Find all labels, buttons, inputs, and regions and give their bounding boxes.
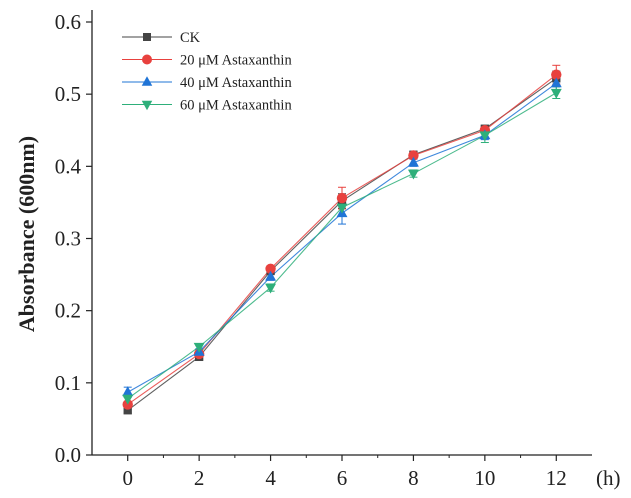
data-point (479, 131, 491, 142)
data-point (551, 69, 562, 80)
series-line (127, 74, 557, 405)
x-tick-label: 0 (122, 466, 133, 490)
data-point (122, 386, 134, 397)
x-tick-label: 12 (546, 466, 567, 490)
series-markers (122, 69, 562, 415)
y-tick-label: 0.4 (55, 154, 82, 178)
y-tick-label: 0.1 (55, 371, 81, 395)
data-point (336, 192, 348, 204)
legend: CK 20 μM Astaxanthin 40 μM Astaxanthin 60 μ… (122, 30, 292, 114)
legend-marker (143, 33, 151, 41)
data-point (336, 203, 348, 214)
x-tick-label: 6 (337, 466, 348, 490)
data-point (265, 270, 277, 281)
data-point (265, 263, 276, 275)
legend-label: 60 μM Astaxanthin (180, 98, 292, 114)
data-point (407, 169, 419, 180)
legend-marker (141, 100, 153, 111)
y-tick-label: 0.6 (55, 10, 81, 34)
data-point (408, 150, 419, 161)
data-point (407, 156, 419, 167)
x-tick-label: 8 (408, 466, 419, 490)
legend-marker (142, 54, 152, 65)
y-tick-label: 0.5 (55, 82, 81, 106)
data-point (550, 88, 562, 99)
y-axis-label: Absorbance (600nm) (14, 136, 39, 332)
data-point (193, 342, 205, 353)
data-point (122, 394, 134, 405)
data-point (550, 77, 562, 88)
x-tick-label: 10 (474, 466, 495, 490)
y-tick-label: 0.0 (55, 443, 81, 467)
x-axis-unit-label: (h) (596, 466, 621, 490)
x-tick-label: 4 (265, 466, 276, 490)
axes (91, 10, 592, 456)
legend-label: 40 μM Astaxanthin (180, 75, 292, 91)
y-tick-label: 0.3 (55, 227, 81, 251)
tick-group: 0.0 0.1 0.2 0.3 0.4 0.5 0.6 0 2 4 6 8 10 12 (55, 10, 567, 490)
data-point (123, 406, 132, 415)
x-tick-label: 2 (194, 466, 205, 490)
data-point (265, 283, 277, 294)
series-lines (127, 74, 557, 411)
legend-label: 20 μM Astaxanthin (180, 53, 292, 69)
y-tick-label: 0.2 (55, 299, 81, 323)
legend-label: CK (180, 30, 201, 46)
series-line (127, 82, 557, 393)
series-line (127, 92, 557, 400)
legend-marker (141, 76, 153, 86)
series-line (127, 77, 557, 411)
